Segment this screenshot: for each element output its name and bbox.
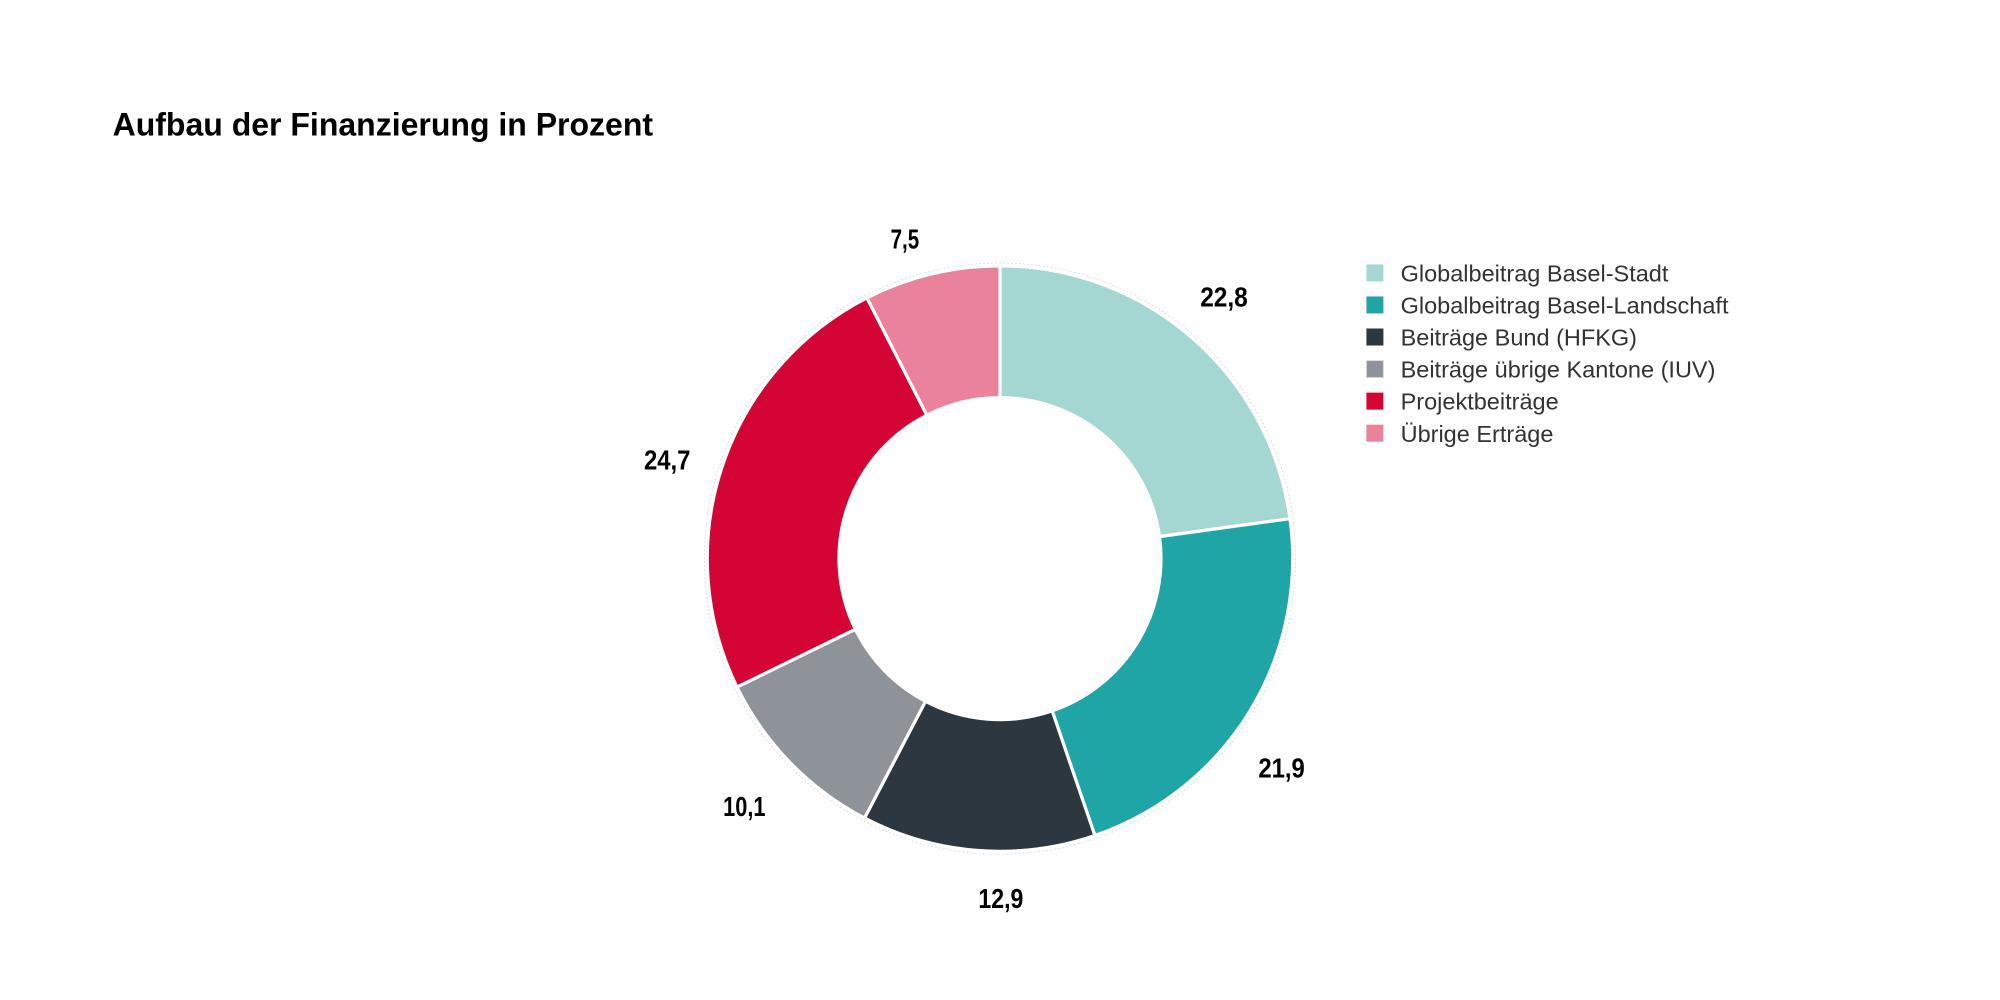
svg-text:Globalbeitrag Basel-Stadt: Globalbeitrag Basel-Stadt [1401,261,1669,287]
svg-text:Übrige Erträge: Übrige Erträge [1401,421,1554,447]
svg-text:Beiträge übrige Kantone (IUV): Beiträge übrige Kantone (IUV) [1401,357,1716,383]
svg-text:Projektbeiträge: Projektbeiträge [1401,389,1559,415]
svg-text:21,9: 21,9 [1258,753,1305,784]
svg-text:Aufbau der Finanzierung in Pro: Aufbau der Finanzierung in Prozent [113,107,654,143]
svg-text:Beiträge Bund (HFKG): Beiträge Bund (HFKG) [1401,325,1637,351]
svg-text:10,1: 10,1 [723,791,765,822]
svg-text:Globalbeitrag Basel-Landschaft: Globalbeitrag Basel-Landschaft [1401,293,1729,319]
svg-text:24,7: 24,7 [644,445,691,476]
svg-text:7,5: 7,5 [891,223,920,254]
svg-text:12,9: 12,9 [978,883,1023,914]
svg-text:22,8: 22,8 [1200,281,1248,312]
